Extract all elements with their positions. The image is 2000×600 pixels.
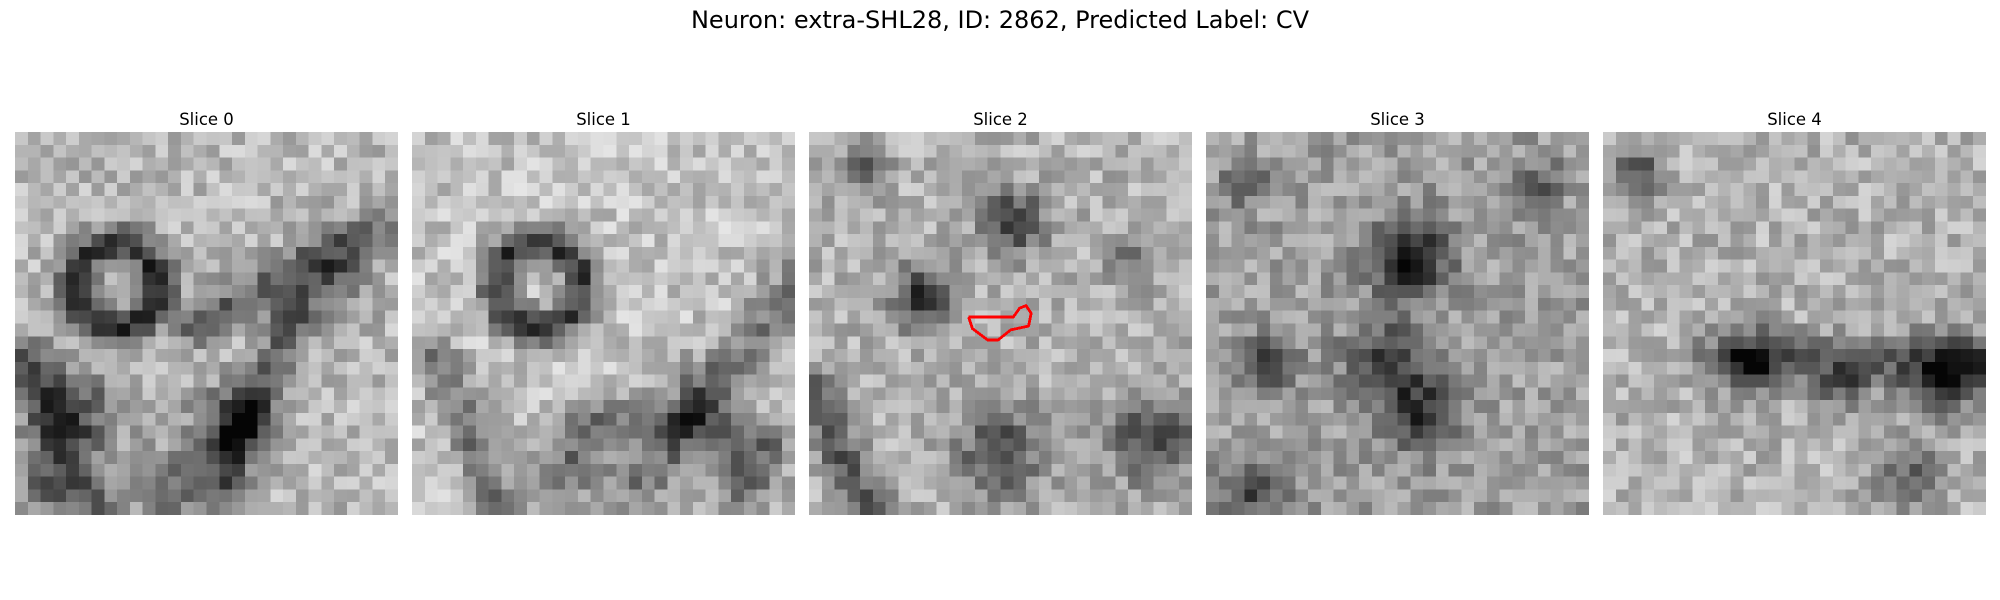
slice-panel-0: Slice 0 — [15, 108, 398, 515]
slice-title: Slice 1 — [576, 110, 631, 129]
slice-image — [15, 132, 398, 515]
figure-title: Neuron: extra-SHL28, ID: 2862, Predicted… — [690, 6, 1310, 34]
slice-image — [809, 132, 1192, 515]
slice-title: Slice 4 — [1767, 110, 1822, 129]
slice-panel-3: Slice 3 — [1206, 108, 1589, 515]
slice-image — [1603, 132, 1986, 515]
slice-panel-2: Slice 2 — [809, 108, 1192, 515]
slice-title: Slice 2 — [973, 110, 1028, 129]
slice-title: Slice 0 — [179, 110, 234, 129]
slice-image — [412, 132, 795, 515]
segmentation-contour — [967, 304, 1033, 342]
slice-panel-1: Slice 1 — [412, 108, 795, 515]
slice-panel-4: Slice 4 — [1603, 108, 1986, 515]
slice-title: Slice 3 — [1370, 110, 1425, 129]
slice-image — [1206, 132, 1589, 515]
